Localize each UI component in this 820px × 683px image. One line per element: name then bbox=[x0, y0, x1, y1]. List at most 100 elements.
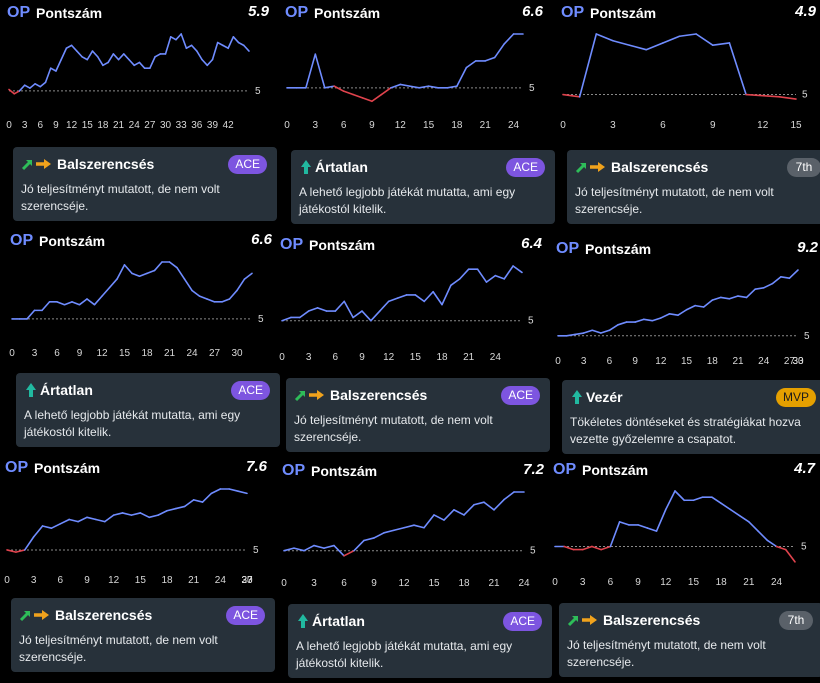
series-segment bbox=[674, 490, 686, 502]
score-panel-9[interactable]: OP Pontszám 4.7 5 0 3 6 9 12 15 18 21 24 Balszere… bbox=[552, 457, 820, 682]
series-segment bbox=[645, 42, 664, 51]
series-segment bbox=[13, 90, 21, 95]
series-segment bbox=[343, 300, 354, 319]
x-tick-label: 15 bbox=[119, 348, 131, 359]
baseline-label: 5 bbox=[258, 314, 264, 325]
series-segment bbox=[49, 67, 57, 72]
panel-header: OP Pontszám 4.9 bbox=[561, 0, 820, 26]
x-tick-label: 12 bbox=[757, 120, 769, 131]
panel-header: OP Pontszám 6.6 bbox=[10, 228, 282, 254]
series-segment bbox=[175, 33, 182, 41]
series-segment bbox=[307, 307, 319, 312]
series-segment bbox=[23, 536, 35, 551]
x-tick-label: 27 bbox=[144, 120, 156, 131]
series-segment bbox=[728, 42, 747, 96]
series-segment bbox=[595, 33, 614, 42]
series-segment bbox=[443, 509, 455, 521]
series-segment bbox=[702, 299, 714, 308]
x-tick-label: 3 bbox=[313, 120, 319, 131]
series-segment bbox=[96, 55, 104, 67]
x-tick-label: 36 bbox=[191, 120, 203, 131]
series-segment bbox=[149, 55, 156, 69]
series-segment bbox=[112, 512, 124, 516]
series-segment bbox=[352, 310, 363, 319]
x-tick-label: 9 bbox=[77, 348, 83, 359]
result-title: Balszerencsés bbox=[603, 612, 701, 628]
score-panel-6[interactable]: OP Pontszám 9.2 5 0 3 6 9 12 15 18 21 24 27 30 33 Ve… bbox=[555, 236, 820, 461]
series-segment bbox=[748, 521, 759, 532]
result-title: Ártatlan bbox=[40, 382, 93, 398]
result-title: Ártatlan bbox=[315, 159, 368, 175]
score-label: Pontszám bbox=[34, 460, 101, 476]
series-segment bbox=[55, 58, 62, 72]
series-segment bbox=[154, 53, 162, 58]
series-segment bbox=[131, 272, 141, 278]
series-segment bbox=[612, 39, 631, 47]
result-title: Balszerencsés bbox=[611, 159, 709, 175]
result-description: Jó teljesítményt mutatott, de nem volt s… bbox=[294, 413, 493, 444]
result-card[interactable]: Balszerencsés ACE Jó teljesítményt mutat… bbox=[13, 147, 277, 221]
score-line-chart: 5 0 3 6 9 12 15 18 21 24 bbox=[279, 265, 534, 363]
series-segment bbox=[86, 298, 96, 306]
score-line-chart: 5 0 3 6 9 12 15 bbox=[560, 33, 808, 131]
series-segment bbox=[93, 295, 103, 306]
series-segment bbox=[775, 545, 787, 551]
series-segment bbox=[18, 84, 26, 92]
result-card[interactable]: Ártatlan ACE A lehető legjobb játékát mu… bbox=[288, 604, 552, 678]
score-panel-3[interactable]: OP Pontszám 4.9 5 0 3 6 9 12 15 Balszerencsés … bbox=[560, 0, 820, 225]
series-segment bbox=[433, 514, 445, 521]
x-tick-label: 12 bbox=[108, 575, 120, 586]
series-segment bbox=[628, 44, 648, 51]
result-card[interactable]: Balszerencsés 7th Jó teljesítményt mutat… bbox=[559, 603, 820, 677]
op-logo: OP bbox=[285, 4, 309, 21]
result-card[interactable]: Vezér MVP Tökéletes döntéseket és straté… bbox=[562, 380, 820, 454]
x-tick-label: 0 bbox=[284, 120, 290, 131]
x-tick-label: 21 bbox=[188, 575, 200, 586]
result-title: Vezér bbox=[586, 389, 623, 405]
x-tick-label: 3 bbox=[311, 578, 317, 589]
series-segment bbox=[185, 44, 193, 50]
panel-header: OP Pontszám 6.4 bbox=[280, 232, 552, 258]
baseline-label: 5 bbox=[253, 545, 259, 556]
x-tick-label: 0 bbox=[9, 348, 15, 359]
series-segment bbox=[729, 508, 741, 517]
score-panel-2[interactable]: OP Pontszám 6.6 5 0 3 6 9 12 15 18 21 24 Ártatlan… bbox=[284, 0, 555, 225]
score-label: Pontszám bbox=[585, 241, 652, 257]
result-card[interactable]: Balszerencsés ACE Jó teljesítményt mutat… bbox=[286, 378, 550, 452]
result-card[interactable]: Ártatlan ACE A lehető legjobb játékát mu… bbox=[16, 373, 280, 447]
series-segment bbox=[393, 526, 405, 532]
series-segment bbox=[711, 296, 722, 301]
series-segment bbox=[423, 290, 434, 303]
result-card[interactable]: Balszerencsés ACE Jó teljesítményt mutat… bbox=[11, 598, 275, 672]
score-panel-4[interactable]: OP Pontszám 6.6 5 0 3 6 9 12 15 18 21 24 27 30 Árta… bbox=[9, 228, 282, 453]
series-segment bbox=[361, 310, 372, 322]
series-segment bbox=[206, 58, 214, 67]
unlucky-arrows-icon bbox=[294, 390, 324, 402]
score-panel-5[interactable]: OP Pontszám 6.4 5 0 3 6 9 12 15 18 21 24 Balszere… bbox=[279, 232, 552, 457]
series-segment bbox=[41, 525, 53, 529]
x-tick-label: 12 bbox=[398, 578, 410, 589]
series-segment bbox=[403, 524, 415, 529]
x-tick-label: 18 bbox=[141, 348, 153, 359]
series-segment bbox=[175, 505, 186, 510]
series-segment bbox=[600, 545, 612, 551]
x-tick-label: 18 bbox=[97, 120, 109, 131]
series-segment bbox=[582, 329, 594, 334]
series-segment bbox=[678, 33, 697, 38]
score-panel-1[interactable]: OP Pontszám 5.9 5 0 3 6 9 12 15 18 21 24 27 30 33 36 3… bbox=[6, 0, 279, 225]
series-segment bbox=[352, 93, 364, 99]
score-line-chart: 5 0 3 6 9 12 15 18 21 24 bbox=[552, 490, 807, 588]
x-tick-label: 6 bbox=[38, 120, 44, 131]
score-panel-8[interactable]: OP Pontszám 7.2 5 0 3 6 9 12 15 18 21 24 Ártatlan… bbox=[281, 458, 554, 683]
score-panel-7[interactable]: OP Pontszám 7.6 5 0 3 6 9 12 15 18 21 24 27 30 33 Ba… bbox=[4, 455, 277, 680]
result-card[interactable]: Ártatlan ACE A lehető legjobb játékát mu… bbox=[291, 150, 555, 224]
series-segment bbox=[26, 309, 36, 320]
series-segment bbox=[157, 509, 168, 516]
result-card[interactable]: Balszerencsés 7th Jó teljesítményt mutat… bbox=[567, 150, 820, 224]
series-segment bbox=[316, 307, 328, 312]
series-segment bbox=[91, 50, 99, 58]
series-segment bbox=[222, 44, 229, 50]
x-tick-label: 9 bbox=[710, 120, 716, 131]
series-segment bbox=[565, 333, 576, 337]
series-segment bbox=[465, 60, 477, 69]
